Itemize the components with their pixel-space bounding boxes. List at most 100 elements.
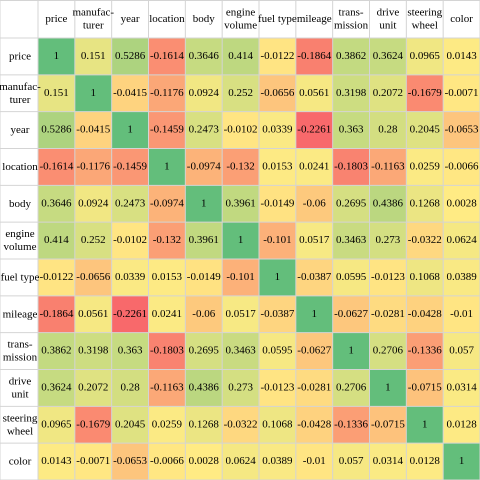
row-label-color: color <box>9 455 32 467</box>
cell-value-label: 0.5286 <box>115 50 146 62</box>
heatmap-cell-steering-wheel-location <box>148 406 186 444</box>
heatmap-cell-engine-volume-year <box>111 222 149 259</box>
cell-value-label: -0.0281 <box>371 308 405 320</box>
heatmap-cell-year-drive-unit <box>369 111 407 149</box>
heatmap-cell-body-transmission <box>332 185 370 223</box>
heatmap-cell-manufacturer-mileage <box>295 74 333 112</box>
cell-value-label: 0.0595 <box>336 271 367 283</box>
heatmap-cell-manufacturer-location <box>148 74 186 112</box>
heatmap-cell-transmission-color <box>443 332 480 370</box>
column-label-body: body <box>193 13 216 25</box>
heatmap-cell-price-manufacturer <box>74 38 112 75</box>
heatmap-cell-year-location <box>148 111 186 149</box>
heatmap-cell-color-price <box>38 443 75 480</box>
heatmap-cell-year-price <box>38 111 75 149</box>
heatmap-cell-body-engine-volume <box>222 185 259 223</box>
cell-value-label: -0.01 <box>450 308 473 320</box>
cell-value-label: -0.0281 <box>297 381 331 393</box>
cell-value-label: 0.0028 <box>189 455 220 467</box>
cell-value-label: 0.3862 <box>41 345 71 357</box>
heatmap-cell-mileage-fuel-type <box>259 295 296 333</box>
heatmap-cell-engine-volume-mileage <box>295 222 333 259</box>
cell-value-label: -0.0653 <box>445 124 479 136</box>
heatmap-cell-color-drive-unit <box>369 443 407 480</box>
heatmap-cell-transmission-engine-volume <box>222 332 259 370</box>
column-label-color: color <box>450 13 473 25</box>
heatmap-cell-mileage-color <box>443 295 480 333</box>
heatmap-cell-price-body <box>185 38 223 75</box>
heatmap-cell-body-drive-unit <box>369 185 407 223</box>
heatmap-cell-fuel-type-body <box>185 259 223 296</box>
heatmap-cell-location-color <box>443 148 480 186</box>
cell-value-label: 0.0153 <box>152 271 183 283</box>
heatmap-cell-steering-wheel-price <box>38 406 75 444</box>
cell-value-label: 0.0561 <box>299 87 329 99</box>
heatmap-cell-manufacturer-body <box>185 74 223 112</box>
heatmap-cell-engine-volume-location <box>148 222 186 259</box>
cell-value-label: -0.0123 <box>260 381 294 393</box>
heatmap-cell-price-drive-unit <box>369 38 407 75</box>
heatmap-cell-price-year <box>111 38 149 75</box>
heatmap-cell-drive-unit-price <box>38 369 75 407</box>
heatmap-cell-year-year <box>111 111 149 149</box>
row-label-price: price <box>9 50 31 62</box>
heatmap-cell-year-color <box>443 111 480 149</box>
column-label-year: year <box>121 13 140 25</box>
heatmap-cell-engine-volume-engine-volume <box>222 222 259 259</box>
cell-value-label: 0.0965 <box>410 50 441 62</box>
cell-value-label: 0.0339 <box>262 124 293 136</box>
cell-value-label: -0.101 <box>226 271 254 283</box>
cell-value-label: -0.0149 <box>187 271 221 283</box>
heatmap-cell-price-price <box>38 38 75 75</box>
cell-value-label: -0.1336 <box>334 418 368 430</box>
cell-value-label: 0.057 <box>339 455 364 467</box>
heatmap-cell-color-body <box>185 443 223 480</box>
cell-value-label: -0.0071 <box>445 87 479 99</box>
cell-value-label: 0.151 <box>44 87 69 99</box>
cell-value-label: 1 <box>164 160 170 172</box>
heatmap-cell-engine-volume-body <box>185 222 223 259</box>
cell-value-label: 0.0389 <box>262 455 293 467</box>
row-label-drive-unit: drive unit <box>9 375 32 400</box>
cell-value-label: 0.0624 <box>446 234 477 246</box>
heatmap-cell-location-location <box>148 148 186 186</box>
heatmap-cell-body-manufacturer <box>74 185 112 223</box>
heatmap-cell-body-price <box>38 185 75 223</box>
row-label-steering-wheel: steering wheel <box>3 412 38 437</box>
heatmap-cell-fuel-type-transmission <box>332 259 370 296</box>
cell-value-label: -0.0322 <box>408 234 442 246</box>
heatmap-cell-fuel-type-drive-unit <box>369 259 407 296</box>
cell-value-label: 0.2072 <box>373 87 403 99</box>
heatmap-cell-location-transmission <box>332 148 370 186</box>
cell-value-label: -0.0653 <box>113 455 147 467</box>
heatmap-cell-mileage-year <box>111 295 149 333</box>
cell-value-label: 0.1068 <box>262 418 293 430</box>
cell-value-label: 0.2473 <box>189 124 220 136</box>
cell-value-label: -0.1803 <box>334 160 368 172</box>
column-label-fuel-type: fuel type <box>258 13 297 25</box>
cell-value-label: -0.0974 <box>187 160 221 172</box>
heatmap-cell-steering-wheel-mileage <box>295 406 333 444</box>
heatmap-cell-location-steering-wheel <box>406 148 444 186</box>
cell-value-label: -0.0122 <box>39 271 73 283</box>
heatmap-cell-steering-wheel-engine-volume <box>222 406 259 444</box>
cell-value-label: -0.06 <box>192 308 215 320</box>
heatmap-cell-engine-volume-transmission <box>332 222 370 259</box>
cell-value-label: -0.0122 <box>260 50 294 62</box>
cell-value-label: 0.0517 <box>225 308 256 320</box>
heatmap-cell-drive-unit-color <box>443 369 480 407</box>
column-label-manufacturer: manufac-turer <box>72 6 114 31</box>
heatmap-cell-color-year <box>111 443 149 480</box>
row-label-body: body <box>9 197 32 209</box>
heatmap-cell-manufacturer-color <box>443 74 480 112</box>
heatmap-cell-location-drive-unit <box>369 148 407 186</box>
heatmap-cell-engine-volume-manufacturer <box>74 222 112 259</box>
heatmap-cell-drive-unit-body <box>185 369 223 407</box>
heatmap-cell-engine-volume-drive-unit <box>369 222 407 259</box>
heatmap-cell-price-color <box>443 38 480 75</box>
cell-value-label: 1 <box>459 455 465 467</box>
heatmap-cell-price-engine-volume <box>222 38 259 75</box>
cell-value-label: 0.3646 <box>41 197 72 209</box>
heatmap-cell-drive-unit-fuel-type <box>259 369 296 407</box>
heatmap-cell-drive-unit-steering-wheel <box>406 369 444 407</box>
